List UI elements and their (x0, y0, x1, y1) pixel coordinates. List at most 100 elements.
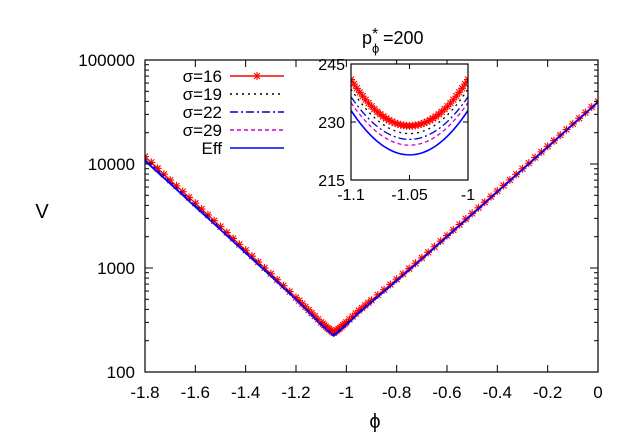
inset-marker (452, 92, 461, 101)
x-tick-label: -1.2 (281, 383, 310, 402)
series-marker (229, 234, 238, 243)
series-marker (210, 216, 219, 225)
inset-marker (420, 118, 429, 127)
inset-y-tick-label: 230 (318, 115, 345, 132)
y-tick-label: 100000 (78, 51, 135, 70)
y-tick-label: 10000 (88, 155, 135, 174)
legend-label: σ=29 (183, 121, 222, 140)
inset-marker (358, 92, 367, 101)
series-marker (279, 281, 288, 290)
series-marker (342, 318, 351, 327)
series-line-Eff (145, 101, 598, 338)
inset-marker (396, 120, 405, 129)
inset-marker (446, 99, 455, 108)
series-marker (314, 315, 323, 324)
legend-label: Eff (202, 139, 223, 158)
main-series (145, 97, 598, 338)
series-marker (273, 275, 282, 284)
inset-marker (385, 116, 394, 125)
series-marker (367, 296, 376, 305)
series-marker (166, 176, 175, 185)
title-base: p (362, 28, 372, 48)
x-tick-label: -1 (339, 383, 354, 402)
series-marker (436, 237, 445, 246)
chart-title: p ϕ * =200 (362, 26, 424, 56)
y-axis-label: V (35, 201, 49, 223)
series-marker (266, 269, 275, 278)
series-marker (159, 170, 168, 179)
inset-line-σ=19 (351, 88, 468, 135)
series-marker (260, 263, 269, 272)
inset-plot: -1.1 -1.05 -1 215 230 245 (318, 57, 475, 204)
inset-marker (351, 79, 358, 88)
x-tick-label: -1.8 (130, 383, 159, 402)
series-marker (304, 305, 313, 314)
series-marker (301, 302, 310, 311)
series-marker (455, 220, 464, 229)
inset-marker (449, 95, 458, 104)
legend-label: σ=16 (183, 67, 222, 86)
series-marker (307, 309, 316, 318)
series-marker (235, 240, 244, 249)
x-tick-label: 0 (593, 383, 602, 402)
series-marker (153, 164, 162, 173)
series-marker (373, 290, 382, 299)
inset-marker (461, 79, 468, 88)
inset-frame (350, 63, 469, 181)
series-marker (285, 287, 294, 296)
series-marker (468, 209, 477, 218)
x-axis-label: ϕ (369, 411, 380, 433)
inset-line-Eff (351, 109, 468, 156)
series-marker (216, 222, 225, 231)
inset-x-tick-label: -1.1 (337, 187, 365, 204)
series-marker (380, 285, 389, 294)
inset-marker (455, 88, 464, 97)
inset-y-tick-label: 245 (318, 57, 345, 74)
series-marker (172, 181, 181, 190)
inset-line-σ=22 (351, 96, 468, 141)
inset-y-tick-label: 215 (318, 173, 345, 190)
inset-marker (414, 120, 423, 129)
series-marker (298, 299, 307, 308)
x-tick-label: -0.4 (483, 383, 512, 402)
inset-marker (364, 99, 373, 108)
series-marker (295, 296, 304, 305)
series-marker (417, 253, 426, 262)
series-marker (348, 312, 357, 321)
inset-marker (411, 121, 420, 130)
x-tick-label: -0.2 (533, 383, 562, 402)
inset-marker (387, 117, 396, 126)
inset-marker (417, 120, 426, 129)
inset-x-tick-label: -1 (461, 187, 475, 204)
inset-marker (428, 114, 437, 123)
series-marker (449, 226, 458, 235)
x-tick-label: -0.6 (432, 383, 461, 402)
legend-label: σ=19 (183, 85, 222, 104)
series-marker (247, 252, 256, 261)
title-superscript: * (372, 26, 378, 43)
inset-marker (393, 120, 402, 129)
series-marker (424, 248, 433, 257)
x-tick-label: -0.8 (382, 383, 411, 402)
main-frame (144, 59, 599, 373)
inset-marker (458, 84, 467, 93)
series-marker (241, 246, 250, 255)
inset-x-tick-label: -1.05 (391, 187, 428, 204)
title-subscript: ϕ (372, 41, 379, 56)
series-marker (386, 280, 395, 289)
series-marker (178, 187, 187, 196)
inset-marker (425, 116, 434, 125)
series-marker (351, 309, 360, 318)
series-marker (203, 210, 212, 219)
series-marker (392, 275, 401, 284)
inset-marker (382, 114, 391, 123)
legend-marker (253, 72, 261, 80)
series-marker (310, 312, 319, 321)
y-tick-label: 1000 (97, 259, 135, 278)
inset-marker (423, 117, 432, 126)
series-marker (191, 199, 200, 208)
series-marker (147, 158, 156, 167)
series-marker (222, 228, 231, 237)
